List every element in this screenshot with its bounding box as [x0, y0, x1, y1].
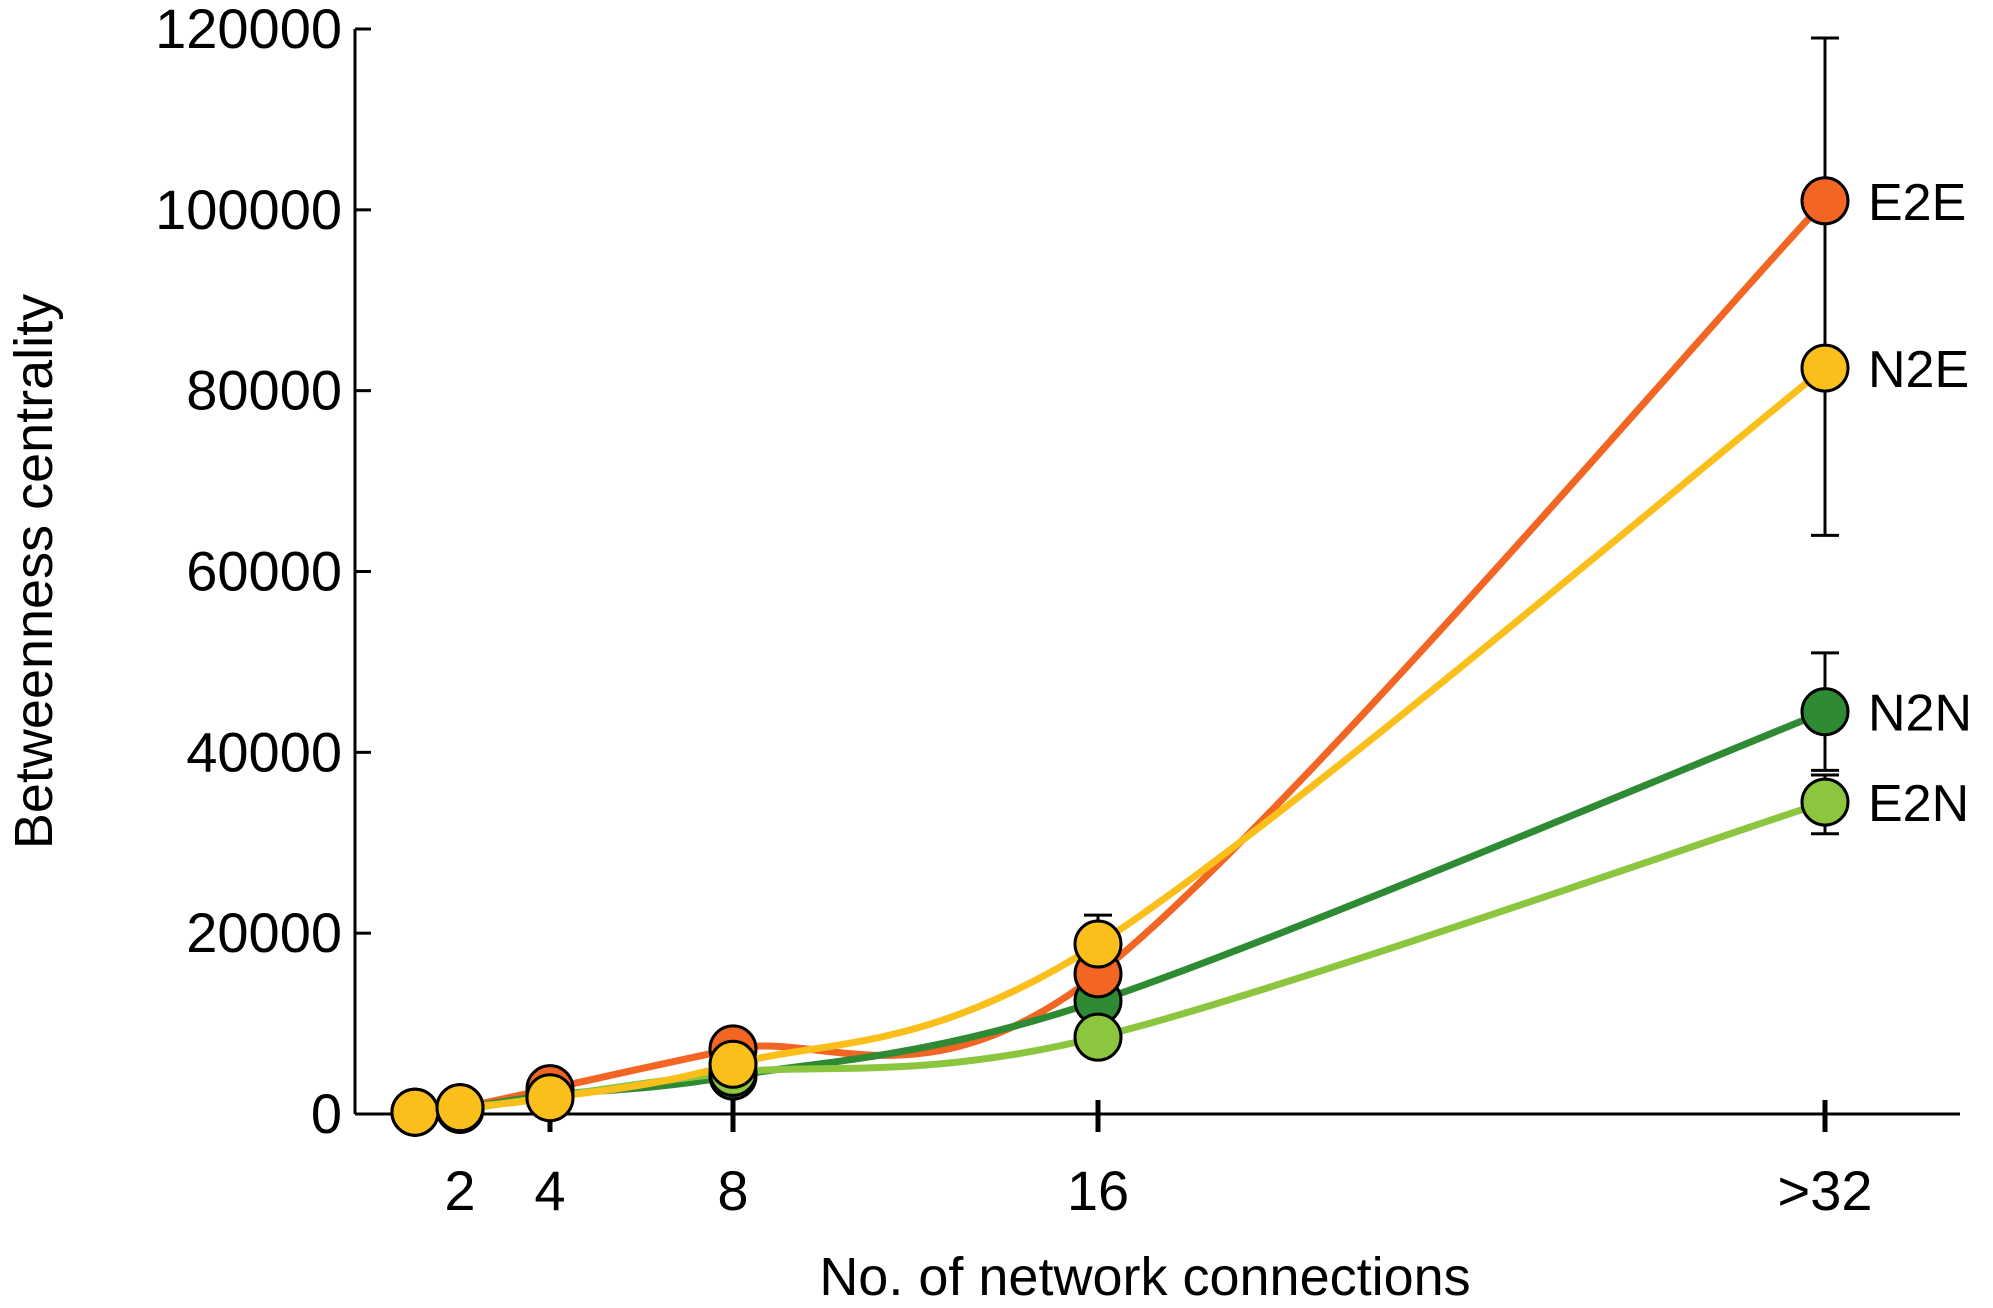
- series-lines: [411, 197, 1829, 1116]
- point-n2e-16: [1073, 919, 1123, 969]
- line-n2n: [411, 708, 1829, 1116]
- x-tick-label: >32: [1778, 1159, 1873, 1222]
- point-n2e-32: [1800, 343, 1850, 393]
- point-n2n-32: [1800, 687, 1850, 737]
- point-e2e-32: [1800, 176, 1850, 226]
- y-tick-label: 20000: [186, 901, 342, 964]
- series-label-e2n: E2N: [1868, 775, 1969, 833]
- axes: [353, 29, 1960, 1116]
- series-label-n2e: N2E: [1868, 341, 1969, 399]
- y-tick-label: 0: [311, 1082, 342, 1145]
- x-ticks: 2 4 8 16 >32: [444, 1100, 1873, 1222]
- series-points: [390, 176, 1850, 1137]
- x-tick-label: 4: [534, 1159, 565, 1222]
- point-n2e-1: [390, 1087, 440, 1137]
- x-axis-title: No. of network connections: [819, 1247, 1470, 1307]
- error-bars: [1084, 36, 1839, 945]
- point-n2e-8: [708, 1039, 758, 1089]
- y-axis-title: Betweenness centrality: [4, 294, 64, 849]
- x-tick-label: 16: [1067, 1159, 1129, 1222]
- y-ticks: 0 20000 40000 60000 80000 100000 120000: [155, 0, 371, 1145]
- y-tick-label: 60000: [186, 540, 342, 603]
- point-n2e-2: [435, 1083, 485, 1133]
- point-e2n-32: [1800, 777, 1850, 827]
- y-tick-label: 40000: [186, 720, 342, 783]
- x-tick-label: 2: [444, 1159, 475, 1222]
- x-tick-label: 8: [717, 1159, 748, 1222]
- y-tick-label: 120000: [155, 0, 342, 60]
- line-n2e: [411, 364, 1829, 1116]
- y-tick-label: 100000: [155, 178, 342, 241]
- y-tick-label: 80000: [186, 359, 342, 422]
- series-label-n2n: N2N: [1868, 685, 1972, 743]
- point-e2n-16: [1073, 1012, 1123, 1062]
- series-label-e2e: E2E: [1868, 174, 1966, 232]
- series-labels: E2E N2N E2N N2E: [1868, 174, 1972, 833]
- point-n2e-4: [525, 1073, 575, 1123]
